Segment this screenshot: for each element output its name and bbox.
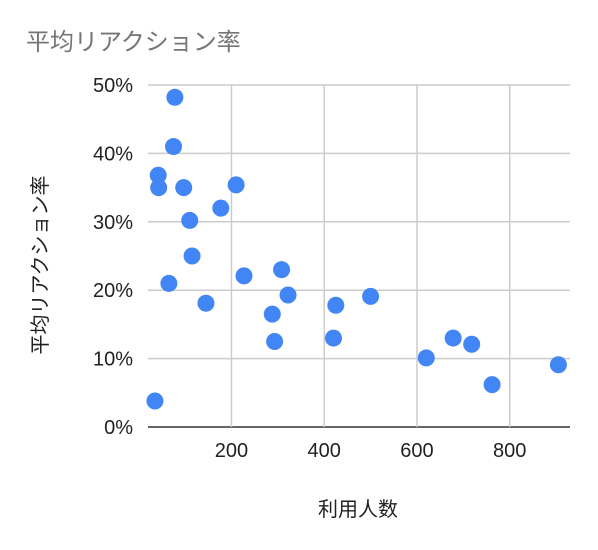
data-point <box>149 166 167 184</box>
data-point <box>549 356 567 374</box>
data-point <box>197 294 215 312</box>
gridlines <box>148 84 570 428</box>
y-axis-ticks: 0% 10% 20% 30% 40% 50% <box>93 75 133 439</box>
data-point <box>463 335 481 353</box>
data-points <box>146 88 567 410</box>
x-tick-label: 600 <box>400 440 433 462</box>
y-tick-label: 50% <box>93 75 133 97</box>
x-tick-label: 800 <box>493 440 526 462</box>
data-point <box>227 176 245 194</box>
data-point <box>327 296 345 314</box>
y-tick-label: 20% <box>93 280 133 302</box>
data-point <box>444 329 462 347</box>
data-point <box>165 138 183 156</box>
data-point <box>160 274 178 292</box>
x-tick-label: 200 <box>215 440 248 462</box>
x-axis-label: 利用人数 <box>318 497 398 521</box>
y-tick-label: 10% <box>93 349 133 371</box>
data-point <box>273 261 291 279</box>
data-point <box>150 179 168 197</box>
chart-title: 平均リアクション率 <box>26 28 241 56</box>
data-point <box>235 267 253 285</box>
x-axis-ticks: 200 400 600 800 <box>215 440 527 462</box>
data-point <box>324 329 342 347</box>
data-point <box>212 199 230 217</box>
data-point <box>362 287 380 305</box>
data-point <box>146 392 164 410</box>
data-point <box>266 333 284 350</box>
data-point <box>483 376 501 394</box>
data-point <box>183 247 201 265</box>
y-tick-label: 30% <box>93 212 133 234</box>
y-tick-label: 0% <box>104 417 133 439</box>
data-point <box>181 211 199 229</box>
data-point <box>166 88 184 106</box>
x-tick-label: 400 <box>308 440 341 462</box>
y-tick-label: 40% <box>93 143 133 165</box>
data-point <box>417 349 435 367</box>
data-point <box>279 286 297 304</box>
data-point <box>175 179 193 197</box>
y-axis-label: 平均リアクション率 <box>28 176 52 355</box>
data-point <box>263 305 281 323</box>
